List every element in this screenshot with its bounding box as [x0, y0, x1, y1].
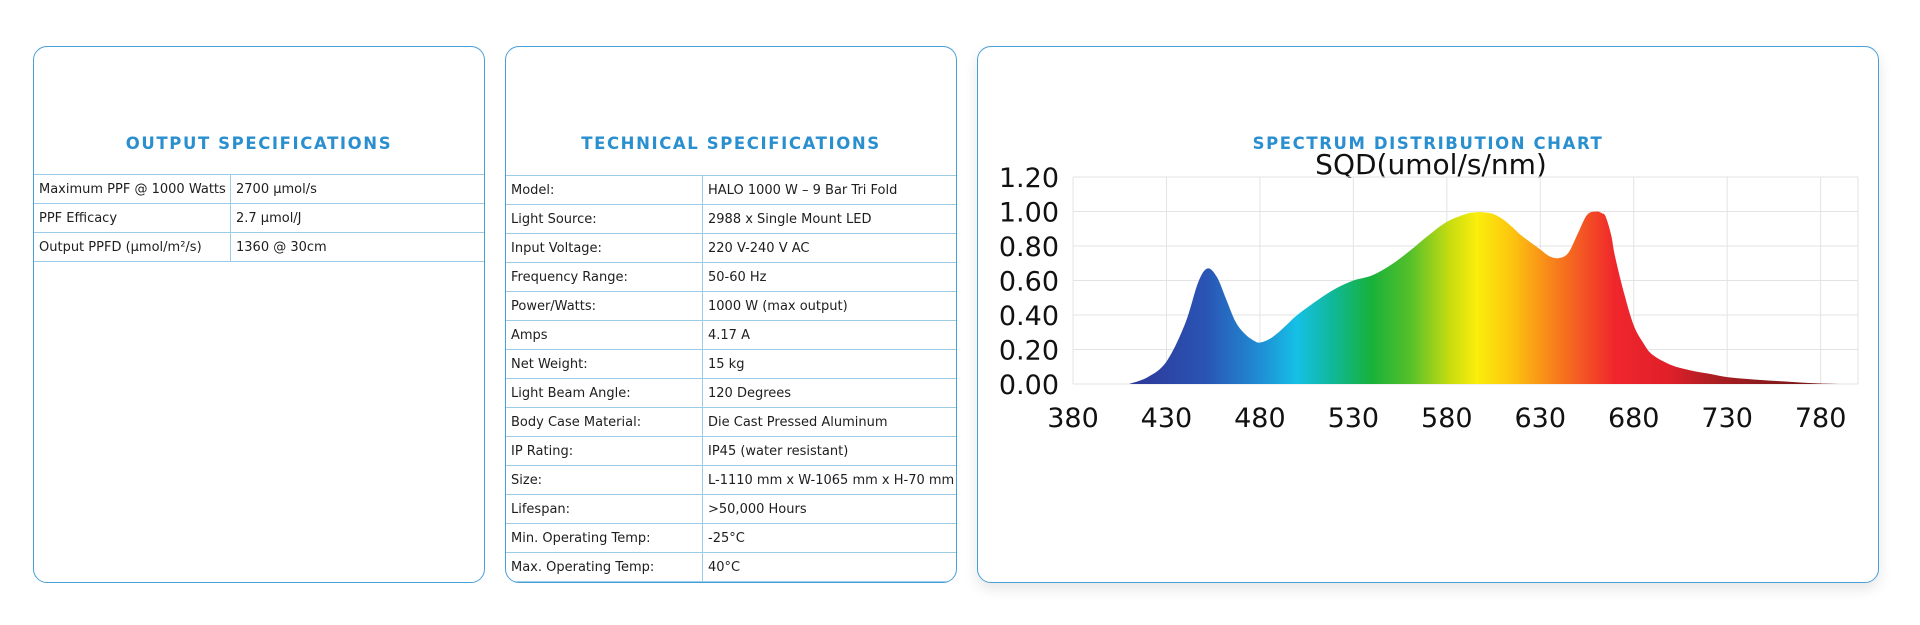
y-tick-label: 0.60 — [999, 267, 1059, 298]
table-row: Model: HALO 1000 W – 9 Bar Tri Fold — [506, 175, 956, 205]
table-row: IP Rating: IP45 (water resistant) — [506, 436, 956, 466]
spec-value: 15 kg — [702, 349, 956, 379]
spec-label: Light Beam Angle: — [506, 378, 703, 408]
technical-specifications-title: TECHNICAL SPECIFICATIONS — [581, 134, 881, 153]
y-tick-label: 0.40 — [999, 301, 1059, 332]
x-tick-label: 480 — [1234, 403, 1286, 434]
spec-value: HALO 1000 W – 9 Bar Tri Fold — [702, 175, 956, 205]
table-row: Max. Operating Temp: 40°C — [506, 552, 956, 582]
chart-title: SQD(umol/s/nm) — [1315, 148, 1547, 181]
spec-label: PPF Efficacy — [34, 203, 231, 233]
spec-label: Min. Operating Temp: — [506, 523, 703, 553]
spec-label: Frequency Range: — [506, 262, 703, 292]
spectrum-area-series — [1129, 211, 1840, 384]
x-tick-label: 680 — [1608, 403, 1660, 434]
y-tick-label: 0.80 — [999, 232, 1059, 263]
y-axis: 0.000.20 0.400.60 0.801.00 1.20 — [999, 163, 1059, 401]
spec-value: 2700 μmol/s — [230, 174, 484, 204]
table-row: Amps 4.17 A — [506, 320, 956, 350]
spectrum-chart-card-title: SPECTRUM DISTRIBUTION CHART — [1252, 134, 1604, 153]
table-row: Lifespan: >50,000 Hours — [506, 494, 956, 524]
spec-value: IP45 (water resistant) — [702, 436, 956, 466]
spec-value: -25°C — [702, 523, 956, 553]
spec-label: Amps — [506, 320, 703, 350]
table-row: Light Source: 2988 x Single Mount LED — [506, 204, 956, 234]
table-row: Frequency Range: 50-60 Hz — [506, 262, 956, 292]
spec-value: 40°C — [702, 552, 956, 582]
output-specifications-title: OUTPUT SPECIFICATIONS — [125, 134, 393, 153]
output-specifications-table: Maximum PPF @ 1000 Watts 2700 μmol/s PPF E… — [34, 174, 484, 262]
spec-label: Max. Operating Temp: — [506, 552, 703, 582]
table-row: Output PPFD (μmol/m²/s) 1360 @ 30cm — [34, 232, 484, 262]
x-tick-label: 780 — [1795, 403, 1847, 434]
y-tick-label: 0.00 — [999, 370, 1059, 401]
y-tick-label: 1.00 — [999, 198, 1059, 229]
table-row: Maximum PPF @ 1000 Watts 2700 μmol/s — [34, 174, 484, 204]
technical-specifications-table: Model: HALO 1000 W – 9 Bar Tri Fold Light … — [506, 175, 956, 582]
spec-label: Light Source: — [506, 204, 703, 234]
spec-label: Warranty: — [506, 581, 703, 582]
x-tick-label: 630 — [1514, 403, 1566, 434]
x-axis: 380 430 480 530 580 630 680 730 780 — [1047, 403, 1846, 434]
spec-label: Net Weight: — [506, 349, 703, 379]
table-row: Input Voltage: 220 V-240 V AC — [506, 233, 956, 263]
table-row: Light Beam Angle: 120 Degrees — [506, 378, 956, 408]
spec-label: IP Rating: — [506, 436, 703, 466]
table-row: Size: L-1110 mm x W-1065 mm x H-70 mm — [506, 465, 956, 495]
spectrum-chart-card: SPECTRUM DISTRIBUTION CHART — [977, 46, 1879, 583]
spec-label: Output PPFD (μmol/m²/s) — [34, 232, 231, 262]
spec-value: 2 Year Warranty — [702, 581, 956, 582]
x-tick-label: 580 — [1421, 403, 1473, 434]
table-row: Net Weight: 15 kg — [506, 349, 956, 379]
spec-value: 2988 x Single Mount LED — [702, 204, 956, 234]
x-tick-label: 730 — [1701, 403, 1753, 434]
table-row: Body Case Material: Die Cast Pressed Alum… — [506, 407, 956, 437]
y-tick-label: 1.20 — [999, 163, 1059, 194]
x-tick-label: 430 — [1141, 403, 1193, 434]
spec-label: Power/Watts: — [506, 291, 703, 321]
spec-value: 1000 W (max output) — [702, 291, 956, 321]
spec-value: L-1110 mm x W-1065 mm x H-70 mm — [702, 465, 956, 495]
spec-label: Input Voltage: — [506, 233, 703, 263]
spec-value: Die Cast Pressed Aluminum — [702, 407, 956, 437]
spec-label: Body Case Material: — [506, 407, 703, 437]
technical-specifications-card: TECHNICAL SPECIFICATIONS Model: HALO 1000… — [505, 46, 957, 583]
spectrum-distribution-chart: SQD(umol/s/nm) 0.000.20 0.400.60 0.801.00 1… — [999, 148, 1859, 434]
y-tick-label: 0.20 — [999, 336, 1059, 367]
output-specifications-card: OUTPUT SPECIFICATIONS Maximum PPF @ 1000… — [33, 46, 485, 583]
spec-value: 1360 @ 30cm — [230, 232, 484, 262]
spec-label: Model: — [506, 175, 703, 205]
x-tick-label: 530 — [1328, 403, 1380, 434]
spec-label: Lifespan: — [506, 494, 703, 524]
table-row: Min. Operating Temp: -25°C — [506, 523, 956, 553]
spec-value: 50-60 Hz — [702, 262, 956, 292]
spec-value: 220 V-240 V AC — [702, 233, 956, 263]
table-row: PPF Efficacy 2.7 μmol/J — [34, 203, 484, 233]
chart-area-layer — [1129, 211, 1840, 384]
table-row: Warranty:2 Year Warranty — [506, 581, 956, 582]
spec-value: 4.17 A — [702, 320, 956, 350]
spec-value: 2.7 μmol/J — [230, 203, 484, 233]
spec-value: >50,000 Hours — [702, 494, 956, 524]
x-tick-label: 380 — [1047, 403, 1099, 434]
spec-label: Maximum PPF @ 1000 Watts — [34, 174, 231, 204]
table-row: Power/Watts: 1000 W (max output) — [506, 291, 956, 321]
spec-value: 120 Degrees — [702, 378, 956, 408]
spec-label: Size: — [506, 465, 703, 495]
